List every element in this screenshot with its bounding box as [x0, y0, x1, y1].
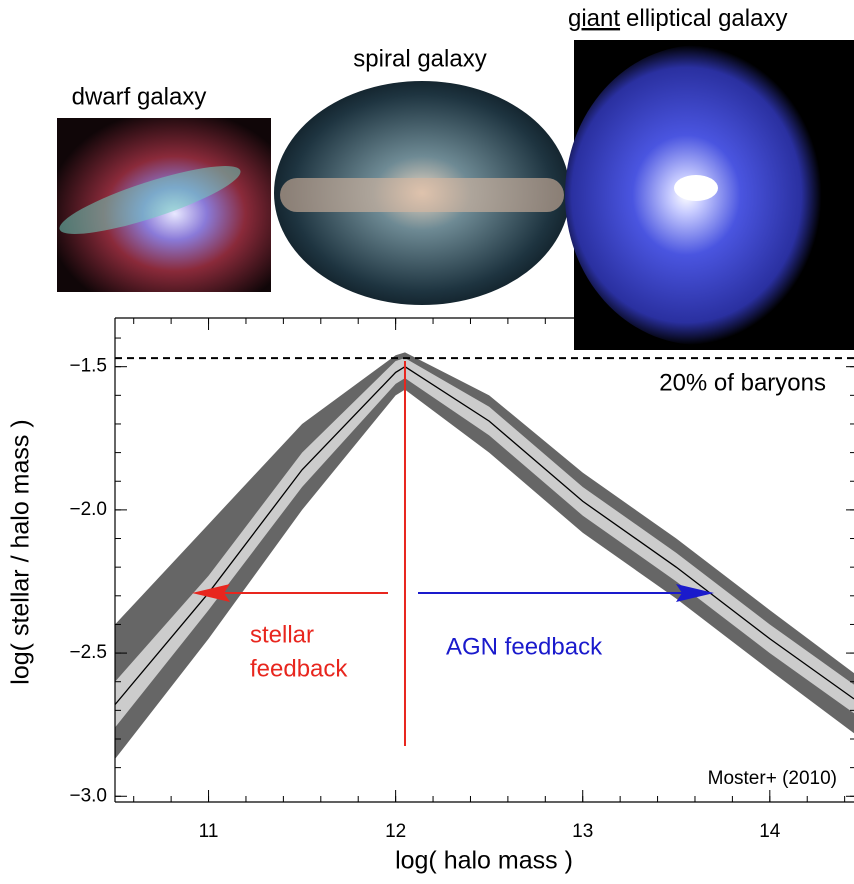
- plot-area: [115, 352, 854, 760]
- galaxy-label: spiral galaxy: [353, 45, 486, 72]
- x-tick-label: 12: [385, 821, 406, 842]
- band: [115, 352, 854, 760]
- credit: Moster+ (2010): [708, 768, 837, 789]
- x-tick-label: 13: [572, 821, 593, 842]
- x-axis-label: log( halo mass ): [395, 847, 573, 875]
- y-tick-label: −2.0: [69, 499, 107, 520]
- stellar-label: stellar: [250, 621, 314, 648]
- hline-label: 20% of baryons: [659, 369, 826, 396]
- x-tick-label: 11: [199, 821, 219, 842]
- stellar-label: feedback: [250, 655, 348, 682]
- dwarf-disk: [59, 166, 241, 234]
- y-tick-label: −3.0: [69, 785, 107, 806]
- elliptical-core: [674, 175, 718, 201]
- galaxy-label-part: giant: [568, 5, 620, 32]
- spiral-band: [280, 178, 564, 212]
- y-tick-label: −2.5: [69, 642, 107, 663]
- band: [115, 358, 854, 728]
- agn-label: AGN feedback: [446, 633, 603, 660]
- galaxy-label-part: elliptical galaxy: [626, 5, 787, 32]
- galaxy-label: giant elliptical galaxy: [568, 5, 787, 32]
- galaxy-images: dwarf galaxy spiral galaxy giant elliptic…: [57, 5, 854, 350]
- center-line: [115, 365, 854, 706]
- stellar-arrow-head: [192, 584, 230, 602]
- galaxy-label: dwarf galaxy: [72, 83, 207, 110]
- y-axis-label: log( stellar / halo mass ): [7, 419, 35, 684]
- annotations: stellar feedback AGN feedback Moster+ (2…: [7, 361, 837, 875]
- x-tick-label: 14: [759, 821, 781, 842]
- y-tick-label: −1.5: [69, 356, 107, 377]
- agn-arrow-head: [676, 584, 714, 602]
